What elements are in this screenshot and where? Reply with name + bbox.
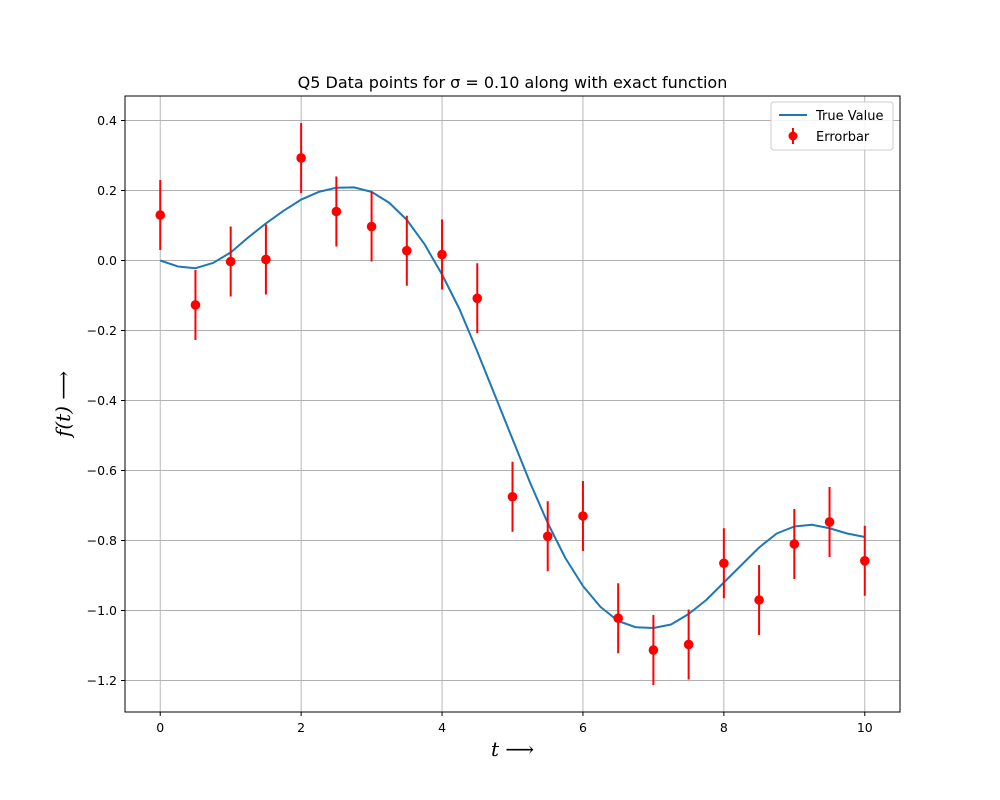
- data-point: [719, 558, 729, 569]
- chart-title: Q5 Data points for σ = 0.10 along with e…: [298, 73, 728, 92]
- y-axis-label: f(t) ⟶: [51, 371, 75, 439]
- y-tick-label: −1.0: [87, 603, 117, 618]
- data-point: [542, 531, 553, 542]
- true-value-line-series: [159, 186, 865, 629]
- plot-frame: [124, 95, 901, 713]
- data-point: [331, 206, 342, 217]
- y-tick-label: −0.6: [87, 463, 117, 478]
- y-tick-label: 0.4: [97, 113, 117, 128]
- data-point: [472, 293, 483, 304]
- x-tick-label: 2: [297, 720, 305, 735]
- data-point: [683, 639, 694, 650]
- data-point: [578, 511, 588, 521]
- legend: True Value Errorbar: [770, 101, 894, 151]
- y-tick-label: −0.4: [87, 393, 117, 408]
- data-point: [155, 210, 166, 220]
- data-point: [437, 249, 447, 260]
- errorbar-series: [155, 122, 870, 686]
- x-tick-label: 8: [720, 720, 728, 735]
- legend-label-errorbar: Errorbar: [816, 130, 870, 145]
- axis-ticks: 0 2 4 6 8 10 0.4 0.2 0.0 −0.2 −0.4 −0.6 −0.8 −1.0 −1.2: [87, 113, 873, 735]
- data-point: [366, 221, 377, 232]
- data-point: [648, 645, 659, 655]
- x-tick-label: 0: [156, 720, 164, 735]
- data-point: [190, 300, 201, 310]
- grid: [125, 96, 900, 712]
- y-tick-label: 0.0: [97, 253, 117, 268]
- x-tick-label: 6: [579, 720, 587, 735]
- data-point: [859, 556, 870, 566]
- data-point: [613, 613, 623, 623]
- y-tick-label: −0.8: [87, 533, 117, 548]
- data-point: [402, 245, 412, 256]
- y-tick-label: 0.2: [97, 183, 117, 198]
- true-value-line: [159, 186, 865, 629]
- x-tick-label: 4: [438, 720, 446, 735]
- data-point: [261, 254, 271, 265]
- data-point: [789, 539, 800, 549]
- data-point: [296, 153, 306, 163]
- x-axis-label: t ⟶: [491, 737, 534, 761]
- data-point: [824, 517, 835, 527]
- data-point: [754, 595, 764, 605]
- legend-label-true-value: True Value: [815, 109, 883, 124]
- legend-errorbar-swatch-marker: [788, 131, 798, 141]
- y-tick-label: −1.2: [87, 673, 117, 688]
- y-tick-label: −0.2: [87, 323, 117, 338]
- data-point: [507, 491, 518, 502]
- data-point: [225, 256, 236, 267]
- x-tick-label: 10: [857, 720, 873, 735]
